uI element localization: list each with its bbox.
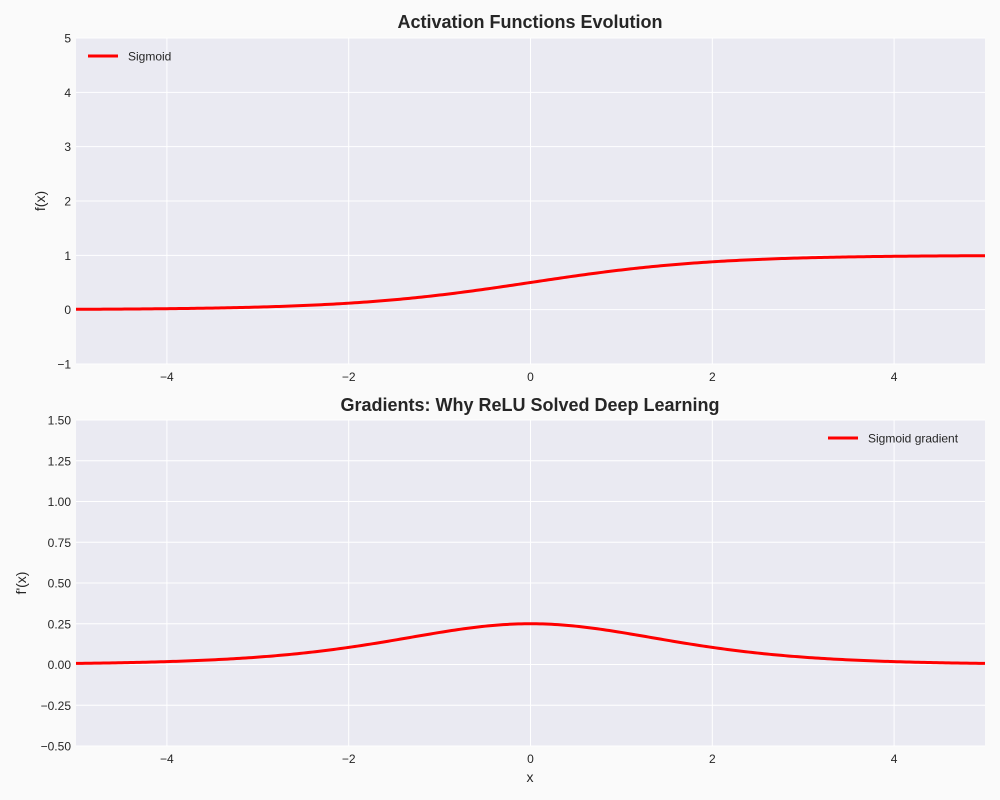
grid	[76, 37, 985, 365]
x-tick-label: −2	[342, 370, 356, 384]
x-tick-label: −2	[342, 752, 356, 766]
y-tick-label: 3	[64, 140, 71, 154]
y-tick-label: 2	[64, 195, 71, 209]
legend-label-sigmoid: Sigmoid	[128, 50, 171, 64]
y-tick-label: 1.50	[48, 414, 72, 428]
x-tick-label: 2	[709, 752, 716, 766]
x-tick-label: 0	[527, 370, 534, 384]
y-tick-label: 1.00	[48, 495, 72, 509]
legend: Sigmoid gradient	[828, 432, 959, 446]
tick-labels: −4 −2 0 2 4 −1 0 1 2 3 4 5	[57, 32, 897, 385]
y-axis-label: f'(x)	[13, 572, 29, 595]
series	[75, 622, 986, 665]
x-axis-label: x	[527, 769, 534, 785]
x-tick-label: −4	[160, 370, 174, 384]
y-axis-label: f(x)	[32, 191, 48, 211]
y-tick-label: 1.25	[48, 454, 72, 468]
x-tick-label: 2	[709, 370, 716, 384]
y-tick-label: 0.25	[48, 617, 72, 631]
y-tick-label: 0.00	[48, 658, 72, 672]
legend-label-sigmoid-gradient: Sigmoid gradient	[868, 432, 959, 446]
chart-title: Gradients: Why ReLU Solved Deep Learning	[340, 395, 719, 415]
y-tick-label: −0.25	[41, 699, 72, 713]
tick-labels: −4 −2 0 2 4 −0.50 −0.25 0.00 0.25 0.50 0.75 1.00 1.2…	[41, 414, 898, 767]
y-tick-label: −0.50	[41, 740, 72, 754]
x-tick-label: 4	[891, 752, 898, 766]
x-tick-label: 0	[527, 752, 534, 766]
legend: Sigmoid	[88, 50, 171, 64]
activation-chart: −4 −2 0 2 4 −1 0 1 2 3 4 5 Activation Functions Evo…	[32, 12, 986, 385]
y-tick-label: 1	[64, 249, 71, 263]
chart-title: Activation Functions Evolution	[398, 12, 663, 32]
y-tick-label: 5	[64, 32, 71, 46]
y-tick-label: −1	[57, 358, 71, 372]
x-tick-label: −4	[160, 752, 174, 766]
y-tick-label: 4	[64, 86, 71, 100]
y-tick-label: 0.50	[48, 577, 72, 591]
y-tick-label: 0.75	[48, 536, 72, 550]
series-line-sigmoid-gradient	[75, 622, 986, 665]
series	[75, 254, 986, 311]
x-tick-label: 4	[891, 370, 898, 384]
series-line-sigmoid	[75, 254, 986, 311]
y-tick-label: 0	[64, 303, 71, 317]
gradient-chart: −4 −2 0 2 4 −0.50 −0.25 0.00 0.25 0.50 0.75 1.00 1.2…	[13, 395, 986, 785]
grid	[76, 419, 985, 747]
